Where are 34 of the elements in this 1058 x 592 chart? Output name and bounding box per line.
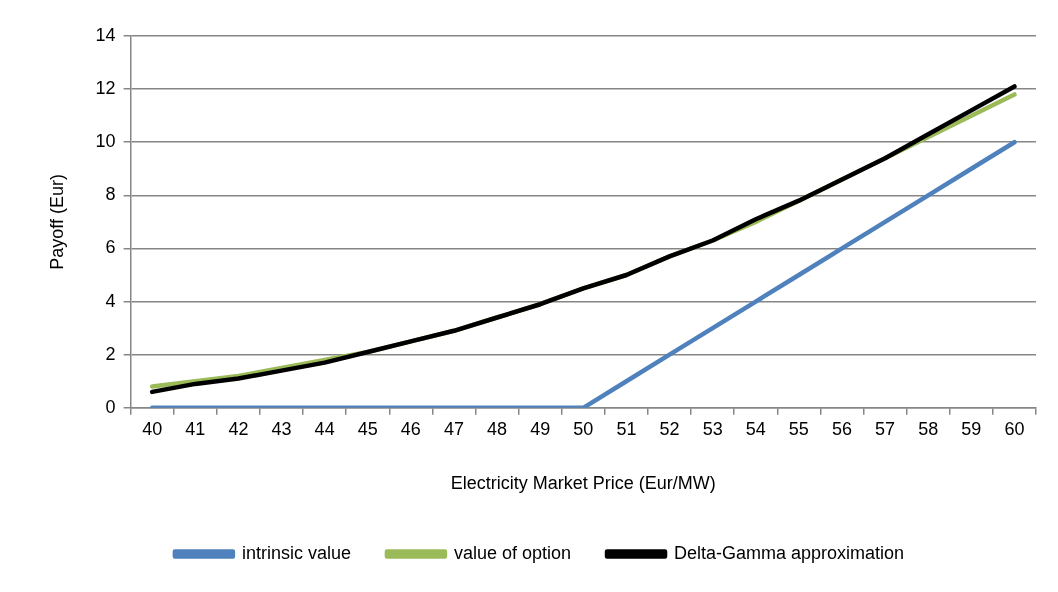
y-tick-label: 8 bbox=[105, 184, 116, 205]
x-tick-label: 44 bbox=[314, 418, 335, 439]
x-tick-label: 60 bbox=[1004, 418, 1025, 439]
x-tick-label: 46 bbox=[400, 418, 421, 439]
legend-label: value of option bbox=[453, 542, 572, 563]
x-tick-label: 56 bbox=[831, 418, 853, 439]
x-tick-label: 54 bbox=[745, 418, 766, 439]
x-tick-label: 50 bbox=[573, 418, 594, 439]
x-tick-label: 48 bbox=[487, 418, 508, 439]
x-tick-label: 55 bbox=[788, 418, 809, 439]
y-tick-label: 4 bbox=[105, 290, 116, 311]
y-tick-label: 2 bbox=[105, 343, 116, 364]
y-tick-label: 12 bbox=[95, 78, 116, 99]
x-tick-label: 51 bbox=[616, 418, 637, 439]
x-tick-label: 52 bbox=[659, 418, 680, 439]
x-tick-label: 40 bbox=[142, 418, 163, 439]
y-axis-title: Payoff (Eur) bbox=[46, 174, 67, 270]
x-tick-label: 42 bbox=[228, 418, 249, 439]
x-tick-label: 59 bbox=[961, 418, 982, 439]
x-tick-label: 45 bbox=[357, 418, 378, 439]
x-tick-label: 43 bbox=[271, 418, 292, 439]
x-tick-label: 57 bbox=[875, 418, 896, 439]
y-tick-label: 6 bbox=[105, 237, 116, 258]
x-tick-label: 58 bbox=[918, 418, 939, 439]
x-axis-title: Electricity Market Price (Eur/MW) bbox=[450, 473, 716, 494]
legend-label: intrinsic value bbox=[241, 542, 351, 563]
y-tick-label: 14 bbox=[95, 24, 116, 45]
x-tick-label: 47 bbox=[443, 418, 464, 439]
legend-label: Delta-Gamma approximation bbox=[674, 542, 905, 563]
x-tick-label: 41 bbox=[185, 418, 206, 439]
x-tick-label: 53 bbox=[702, 418, 723, 439]
y-tick-label: 10 bbox=[95, 131, 116, 152]
y-tick-label: 0 bbox=[105, 396, 116, 417]
x-tick-label: 49 bbox=[530, 418, 551, 439]
